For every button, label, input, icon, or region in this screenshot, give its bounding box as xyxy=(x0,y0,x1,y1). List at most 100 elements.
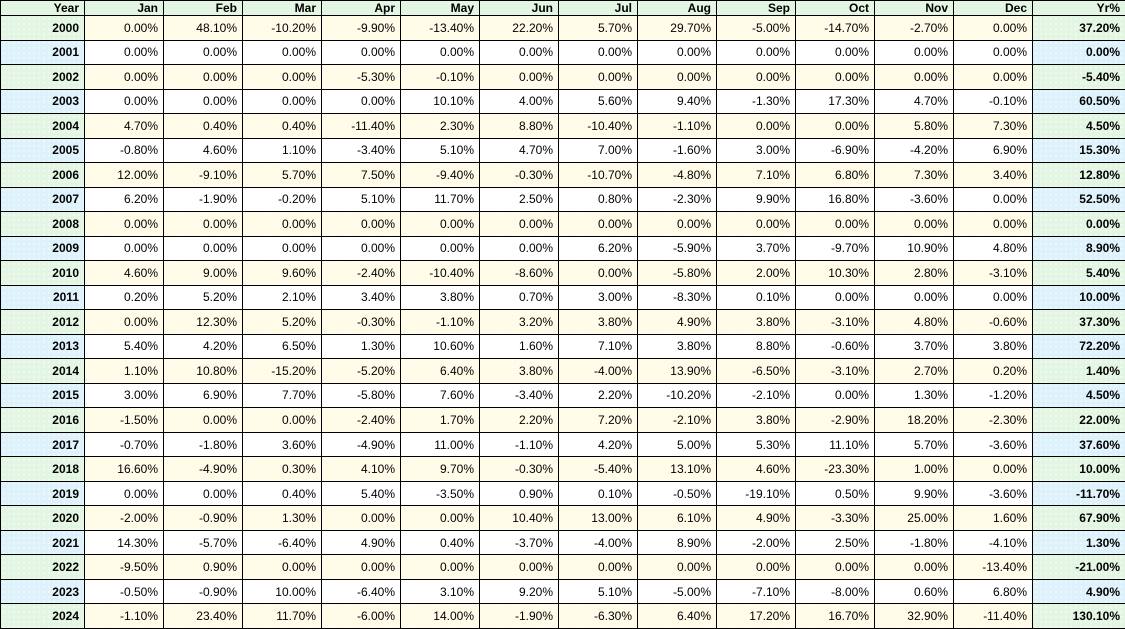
yearly-total-cell: 130.10% xyxy=(1032,603,1125,629)
column-header-aug: Aug xyxy=(637,0,717,16)
value-cell-aug: 13.90% xyxy=(637,358,717,384)
value-cell-feb: 0.00% xyxy=(163,39,243,66)
value-cell-feb: 0.00% xyxy=(163,407,243,433)
value-cell-jul: 0.80% xyxy=(558,186,638,213)
value-cell-sep: 3.00% xyxy=(716,137,796,164)
year-cell: 2011 xyxy=(0,284,85,311)
value-cell-apr: -6.00% xyxy=(321,603,401,629)
value-cell-oct: 0.00% xyxy=(795,382,875,409)
value-cell-jan: 0.00% xyxy=(84,309,164,335)
value-cell-nov: 5.70% xyxy=(874,431,954,458)
value-cell-dec: -0.60% xyxy=(953,309,1033,335)
value-cell-may: 9.70% xyxy=(400,456,480,482)
value-cell-may: 7.60% xyxy=(400,382,480,409)
value-cell-may: 10.10% xyxy=(400,88,480,115)
value-cell-dec: 0.00% xyxy=(953,15,1033,41)
value-cell-aug: 3.80% xyxy=(637,333,717,360)
value-cell-jan: 0.00% xyxy=(84,88,164,115)
value-cell-nov: 1.30% xyxy=(874,382,954,409)
year-cell: 2012 xyxy=(0,309,85,335)
year-cell: 2010 xyxy=(0,260,85,286)
year-cell: 2014 xyxy=(0,358,85,384)
table-row-2013: 2013 5.40% 4.20% 6.50% 1.30% 10.60% 1.60% 7.10%… xyxy=(0,333,1125,360)
table-row-2018: 2018 16.60% -4.90% 0.30% 4.10% 9.70% -0.30% -5.… xyxy=(0,456,1125,482)
value-cell-jan: 14.30% xyxy=(84,529,164,556)
value-cell-jun: 2.20% xyxy=(479,407,559,433)
value-cell-aug: -1.10% xyxy=(637,113,717,139)
value-cell-nov: 4.70% xyxy=(874,88,954,115)
value-cell-nov: 25.00% xyxy=(874,505,954,531)
value-cell-aug: 8.90% xyxy=(637,529,717,556)
yearly-total-cell: 8.90% xyxy=(1032,235,1125,262)
value-cell-nov: 0.60% xyxy=(874,578,954,605)
value-cell-aug: -5.00% xyxy=(637,578,717,605)
table-row-2002: 2002 0.00% 0.00% 0.00% -5.30% -0.10% 0.00% 0.00… xyxy=(0,64,1125,90)
value-cell-sep: 7.10% xyxy=(716,162,796,188)
value-cell-jun: 1.60% xyxy=(479,333,559,360)
value-cell-apr: -5.20% xyxy=(321,358,401,384)
value-cell-feb: -9.10% xyxy=(163,162,243,188)
value-cell-sep: 3.70% xyxy=(716,235,796,262)
value-cell-oct: 11.10% xyxy=(795,431,875,458)
value-cell-apr: 0.00% xyxy=(321,88,401,115)
yearly-total-cell: 0.00% xyxy=(1032,211,1125,237)
value-cell-jul: 5.60% xyxy=(558,88,638,115)
year-cell: 2001 xyxy=(0,39,85,66)
table-row-2014: 2014 1.10% 10.80% -15.20% -5.20% 6.40% 3.80% -4… xyxy=(0,358,1125,384)
value-cell-dec: 0.00% xyxy=(953,284,1033,311)
table-row-2003: 2003 0.00% 0.00% 0.00% 0.00% 10.10% 4.00% 5.60%… xyxy=(0,88,1125,115)
value-cell-jan: -1.10% xyxy=(84,603,164,629)
value-cell-dec: 0.00% xyxy=(953,211,1033,237)
value-cell-sep: -6.50% xyxy=(716,358,796,384)
value-cell-may: 1.70% xyxy=(400,407,480,433)
value-cell-dec: -3.60% xyxy=(953,480,1033,507)
value-cell-jan: 0.00% xyxy=(84,480,164,507)
value-cell-apr: -5.30% xyxy=(321,64,401,90)
value-cell-jul: -4.00% xyxy=(558,358,638,384)
value-cell-may: -1.10% xyxy=(400,309,480,335)
value-cell-jun: 9.20% xyxy=(479,578,559,605)
value-cell-jun: 0.90% xyxy=(479,480,559,507)
column-header-oct: Oct xyxy=(795,0,875,16)
value-cell-jul: -4.00% xyxy=(558,529,638,556)
column-header-dec: Dec xyxy=(953,0,1033,16)
value-cell-oct: 0.00% xyxy=(795,284,875,311)
value-cell-dec: 0.00% xyxy=(953,186,1033,213)
value-cell-aug: 4.90% xyxy=(637,309,717,335)
value-cell-apr: 0.00% xyxy=(321,211,401,237)
value-cell-sep: 0.00% xyxy=(716,211,796,237)
value-cell-dec: -2.30% xyxy=(953,407,1033,433)
value-cell-apr: 0.00% xyxy=(321,39,401,66)
year-cell: 2021 xyxy=(0,529,85,556)
value-cell-may: -10.40% xyxy=(400,260,480,286)
value-cell-apr: -2.40% xyxy=(321,407,401,433)
value-cell-may: 3.10% xyxy=(400,578,480,605)
yearly-total-cell: 12.80% xyxy=(1032,162,1125,188)
value-cell-sep: 8.80% xyxy=(716,333,796,360)
value-cell-feb: 5.20% xyxy=(163,284,243,311)
value-cell-nov: 2.80% xyxy=(874,260,954,286)
value-cell-feb: -0.90% xyxy=(163,578,243,605)
value-cell-apr: -5.80% xyxy=(321,382,401,409)
value-cell-sep: 3.80% xyxy=(716,407,796,433)
value-cell-oct: -2.90% xyxy=(795,407,875,433)
value-cell-jul: 0.00% xyxy=(558,39,638,66)
value-cell-sep: 0.10% xyxy=(716,284,796,311)
year-cell: 2002 xyxy=(0,64,85,90)
value-cell-jun: 10.40% xyxy=(479,505,559,531)
yearly-total-cell: 0.00% xyxy=(1032,39,1125,66)
value-cell-oct: -3.30% xyxy=(795,505,875,531)
value-cell-mar: 2.10% xyxy=(242,284,322,311)
value-cell-apr: 4.90% xyxy=(321,529,401,556)
value-cell-dec: 6.90% xyxy=(953,137,1033,164)
value-cell-mar: 9.60% xyxy=(242,260,322,286)
value-cell-aug: 0.00% xyxy=(637,554,717,580)
value-cell-oct: 16.80% xyxy=(795,186,875,213)
value-cell-jul: -5.40% xyxy=(558,456,638,482)
value-cell-feb: -4.90% xyxy=(163,456,243,482)
value-cell-may: 0.00% xyxy=(400,39,480,66)
value-cell-jul: 0.00% xyxy=(558,64,638,90)
value-cell-mar: 7.70% xyxy=(242,382,322,409)
value-cell-jul: -10.40% xyxy=(558,113,638,139)
value-cell-dec: 7.30% xyxy=(953,113,1033,139)
